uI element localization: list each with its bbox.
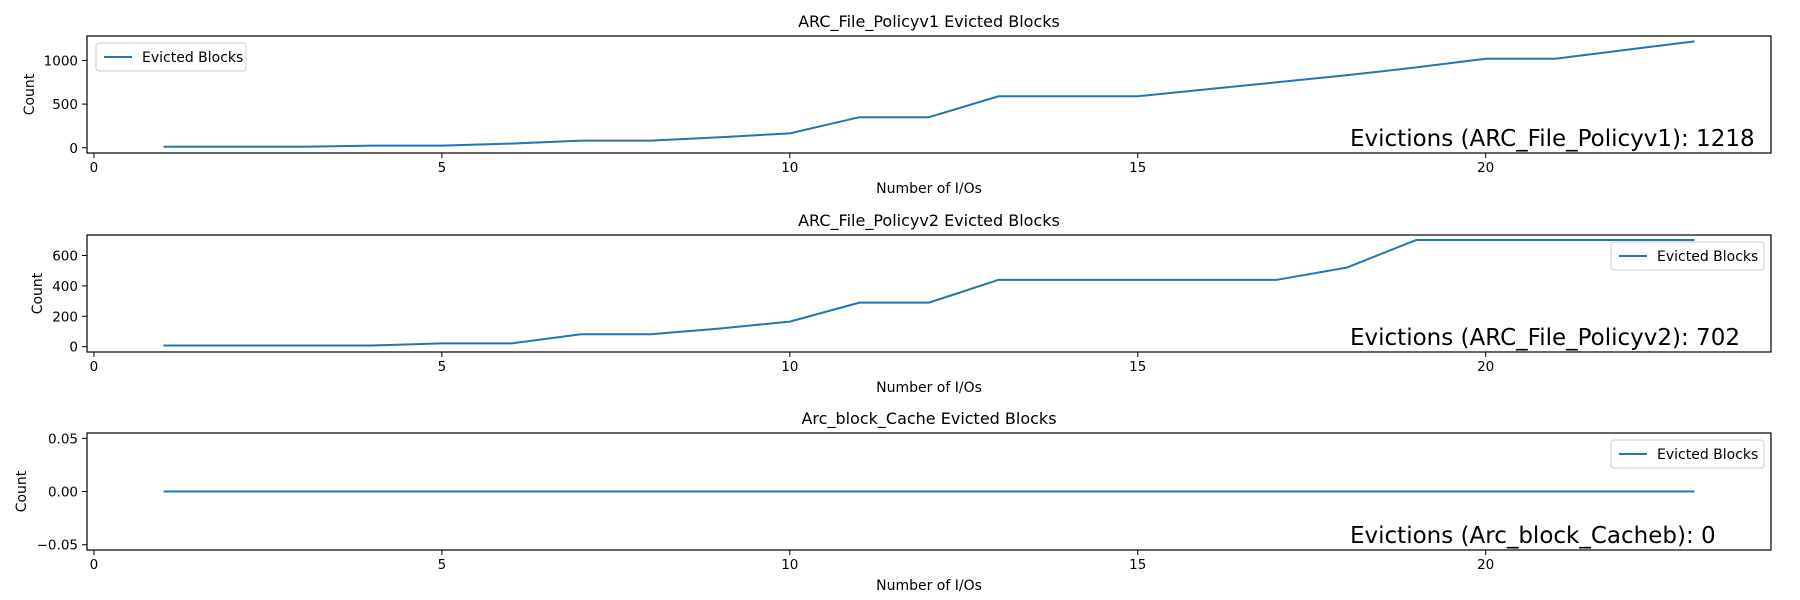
series-line-1 xyxy=(163,239,1695,347)
y-tick-label: 400 xyxy=(52,279,78,295)
x-axis-label: Number of I/Os xyxy=(876,578,982,594)
x-tick-label: 20 xyxy=(1477,359,1494,375)
y-tick-label: 0 xyxy=(69,340,78,356)
legend-label: Evicted Blocks xyxy=(1657,447,1758,463)
subplot-title: Arc_block_Cache Evicted Blocks xyxy=(801,409,1056,429)
subplot-1: ARC_File_Policyv1 Evicted Blocks 0 5 10 15 20… xyxy=(22,12,1772,197)
plot-frame xyxy=(86,35,1772,154)
y-axis-label: Count xyxy=(22,73,38,115)
legend: Evicted Blocks xyxy=(1610,241,1765,271)
y-tick-label: 0.00 xyxy=(48,485,78,501)
x-tick-label: 15 xyxy=(1129,557,1146,573)
legend-label: Evicted Blocks xyxy=(142,50,243,66)
y-tick-label: 500 xyxy=(52,97,78,113)
legend-box xyxy=(95,42,247,72)
plot-frame xyxy=(86,234,1772,353)
evictions-annotation: Evictions (ARC_File_Policyv2): 702 xyxy=(1350,325,1740,351)
subplot-title: ARC_File_Policyv1 Evicted Blocks xyxy=(798,12,1060,32)
evictions-annotation: Evictions (Arc_block_Cacheb): 0 xyxy=(1350,523,1716,549)
x-tick-label: 5 xyxy=(438,557,447,573)
x-tick-label: 5 xyxy=(438,160,447,176)
y-tick-label: 0 xyxy=(69,141,78,157)
y-axis-label: Count xyxy=(14,470,30,512)
subplot-3: Arc_block_Cache Evicted Blocks 0 5 10 15 20 −0… xyxy=(14,409,1772,594)
legend: Evicted Blocks xyxy=(95,42,247,72)
y-tick-label: 0.05 xyxy=(48,431,78,447)
x-tick-label: 0 xyxy=(90,557,99,573)
x-tick-label: 0 xyxy=(90,160,99,176)
x-tick-label: 20 xyxy=(1477,160,1494,176)
subplot-title: ARC_File_Policyv2 Evicted Blocks xyxy=(798,211,1060,231)
x-tick-label: 5 xyxy=(438,359,447,375)
y-tick-label: 1000 xyxy=(44,53,78,69)
x-tick-label: 20 xyxy=(1477,557,1494,573)
legend-box xyxy=(1610,439,1765,469)
legend-label: Evicted Blocks xyxy=(1657,249,1758,265)
x-tick-label: 0 xyxy=(90,359,99,375)
subplot-2: ARC_File_Policyv2 Evicted Blocks 0 5 10 15 20… xyxy=(30,211,1772,396)
x-tick-label: 10 xyxy=(781,160,798,176)
x-tick-label: 15 xyxy=(1129,160,1146,176)
x-tick-label: 10 xyxy=(781,557,798,573)
x-axis-label: Number of I/Os xyxy=(876,380,982,396)
y-tick-label: 200 xyxy=(52,309,78,325)
legend-box xyxy=(1610,241,1765,271)
series-line-1 xyxy=(163,40,1695,148)
x-axis-label: Number of I/Os xyxy=(876,181,982,197)
y-axis-label: Count xyxy=(30,272,46,314)
y-tick-label: 600 xyxy=(52,249,78,265)
x-tick-label: 15 xyxy=(1129,359,1146,375)
evictions-annotation: Evictions (ARC_File_Policyv1): 1218 xyxy=(1350,126,1755,152)
x-tick-label: 10 xyxy=(781,359,798,375)
legend: Evicted Blocks xyxy=(1610,439,1765,469)
y-tick-label: −0.05 xyxy=(37,538,78,554)
